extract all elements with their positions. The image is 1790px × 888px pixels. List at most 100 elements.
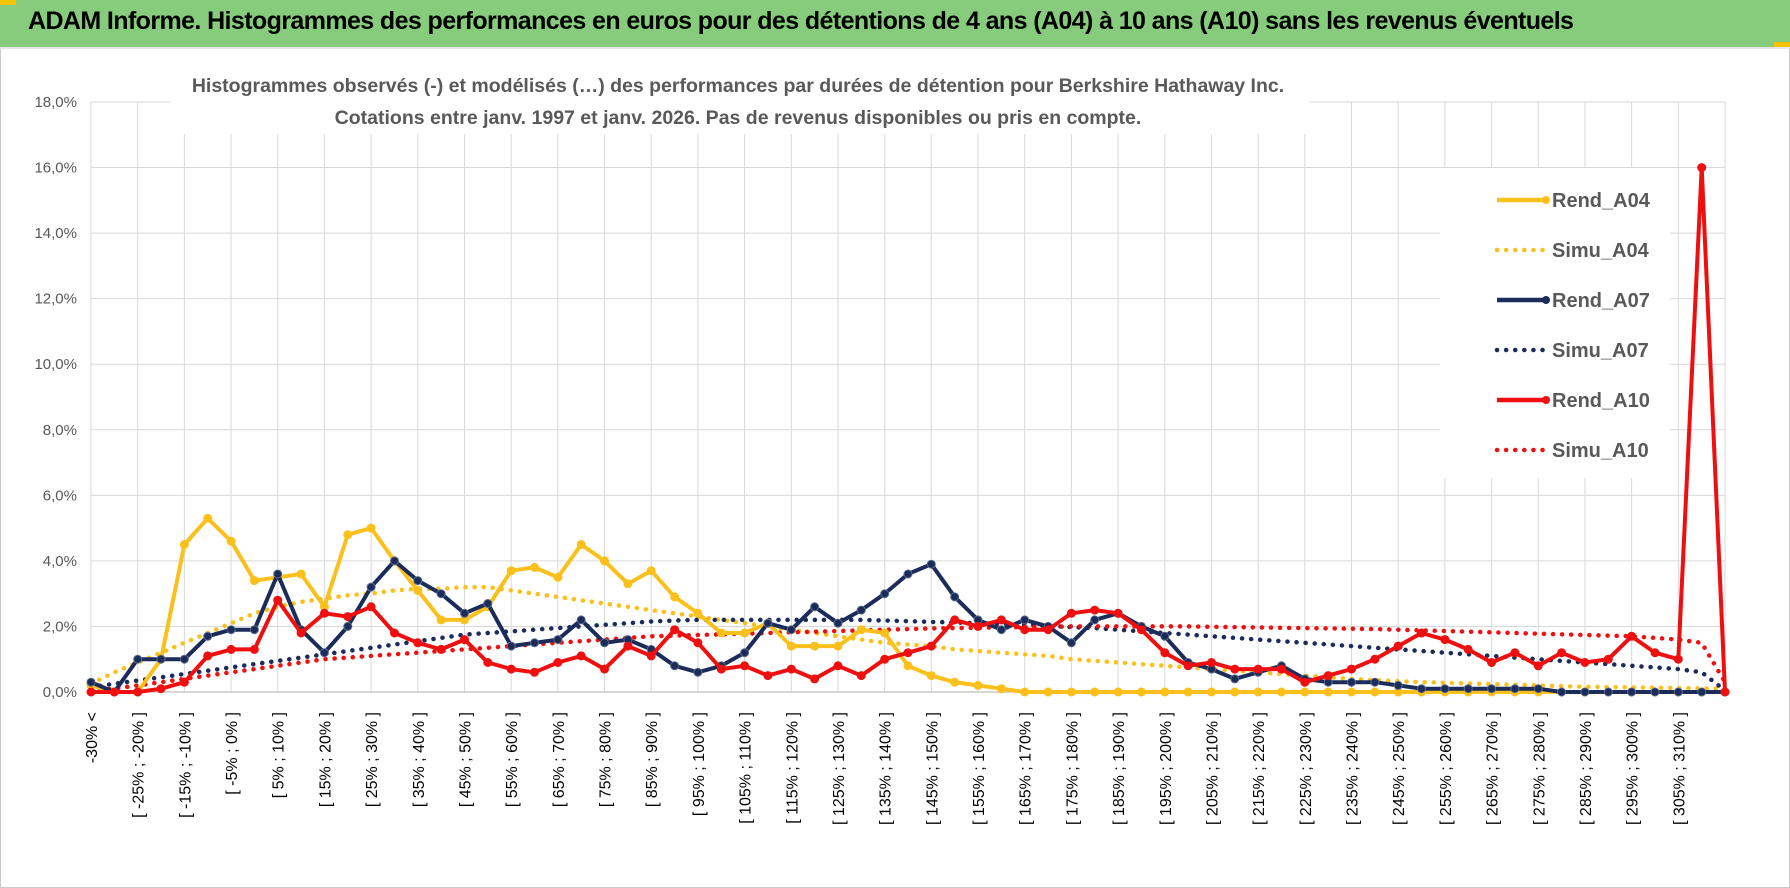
x-tick-label: -30% < bbox=[84, 712, 101, 763]
data-point bbox=[296, 569, 306, 579]
data-point bbox=[1020, 615, 1030, 625]
data-point bbox=[903, 661, 913, 671]
data-point bbox=[810, 602, 820, 612]
data-point bbox=[1347, 677, 1356, 687]
x-tick-label: [ 215% ; 220% ] bbox=[1251, 712, 1268, 825]
data-point bbox=[996, 625, 1006, 635]
data-point bbox=[1580, 687, 1590, 697]
data-point bbox=[436, 615, 446, 625]
series-simu_a04 bbox=[88, 584, 1728, 691]
data-point bbox=[390, 628, 399, 638]
x-tick-label: [ 5% ; 10% ] bbox=[271, 712, 288, 798]
x-tick-label: [ 35% ; 40% ] bbox=[411, 712, 428, 807]
data-point bbox=[1043, 687, 1053, 697]
data-point bbox=[623, 579, 633, 589]
x-tick-label: [ 45% ; 50% ] bbox=[457, 712, 474, 807]
data-point bbox=[226, 536, 236, 546]
legend-label: Simu_A10 bbox=[1552, 440, 1649, 462]
data-point bbox=[1090, 687, 1100, 697]
data-point bbox=[343, 530, 353, 540]
x-tick-label: [ 75% ; 80% ] bbox=[598, 712, 615, 807]
data-point bbox=[623, 641, 633, 651]
data-point bbox=[203, 631, 213, 641]
data-point bbox=[856, 625, 866, 635]
legend-marker bbox=[1542, 396, 1550, 404]
x-tick-label: [ 195% ; 200% ] bbox=[1158, 712, 1175, 825]
data-point bbox=[249, 576, 259, 586]
data-point bbox=[1136, 687, 1146, 697]
data-point bbox=[1183, 687, 1193, 697]
data-point bbox=[483, 658, 493, 667]
data-point bbox=[833, 641, 843, 651]
data-point bbox=[1347, 664, 1356, 674]
legend-item-rend_a04: Rend_A04 bbox=[1497, 190, 1651, 212]
x-tick-label: [ 155% ; 160% ] bbox=[971, 712, 988, 825]
x-tick-label: [ 65% ; 70% ] bbox=[551, 712, 568, 807]
data-point bbox=[670, 592, 680, 602]
data-point bbox=[1673, 654, 1683, 664]
series-layer bbox=[86, 163, 1730, 697]
data-point bbox=[249, 644, 259, 654]
data-point bbox=[1277, 664, 1286, 674]
legend-marker bbox=[1542, 196, 1550, 204]
data-point bbox=[1650, 687, 1660, 697]
data-point bbox=[1136, 625, 1146, 635]
y-tick-label: 16,0% bbox=[34, 160, 77, 177]
data-point bbox=[880, 654, 890, 664]
data-point bbox=[880, 628, 890, 638]
x-tick-label: [ 285% ; 290% ] bbox=[1578, 712, 1595, 825]
data-point bbox=[833, 618, 843, 628]
y-tick-label: 6,0% bbox=[43, 487, 77, 504]
chart-title-background bbox=[170, 64, 1310, 134]
data-point bbox=[903, 569, 913, 579]
x-tick-label: [ 55% ; 60% ] bbox=[504, 712, 521, 807]
data-point bbox=[179, 677, 189, 687]
data-point bbox=[950, 615, 960, 625]
data-point bbox=[1043, 625, 1053, 635]
x-tick-label: [ 95% ; 100% ] bbox=[691, 712, 708, 816]
data-point bbox=[1066, 638, 1076, 648]
data-point bbox=[343, 621, 353, 631]
data-point bbox=[1370, 677, 1380, 687]
data-point bbox=[1580, 658, 1590, 667]
series-simu_a07 bbox=[88, 617, 1728, 693]
data-point bbox=[1417, 684, 1426, 694]
data-point bbox=[1323, 671, 1333, 681]
legend-label: Simu_A04 bbox=[1552, 240, 1650, 262]
gridlines bbox=[90, 101, 1726, 693]
data-point bbox=[413, 576, 423, 586]
corner-accent-right bbox=[1774, 42, 1790, 47]
data-point bbox=[133, 654, 143, 664]
data-point bbox=[249, 625, 259, 635]
legend-item-simu_a07: Simu_A07 bbox=[1494, 340, 1649, 362]
data-point bbox=[1673, 687, 1683, 697]
data-point bbox=[1393, 680, 1403, 690]
series-line bbox=[88, 584, 1728, 691]
data-point bbox=[833, 661, 843, 671]
data-point bbox=[1160, 631, 1170, 641]
x-tick-label: [ 85% ; 90% ] bbox=[644, 712, 661, 807]
data-point bbox=[1066, 687, 1076, 697]
data-point bbox=[763, 671, 773, 681]
data-point bbox=[530, 667, 539, 677]
data-point bbox=[1697, 163, 1707, 173]
data-point bbox=[1720, 687, 1730, 697]
data-point bbox=[506, 566, 516, 576]
x-tick-label: [ 125% ; 130% ] bbox=[831, 712, 848, 825]
data-point bbox=[1113, 687, 1123, 697]
data-point bbox=[1160, 648, 1170, 658]
data-point bbox=[460, 635, 469, 645]
data-point bbox=[203, 513, 213, 523]
data-point bbox=[1697, 687, 1707, 697]
data-point bbox=[553, 572, 563, 582]
legend-label: Rend_A10 bbox=[1552, 390, 1650, 412]
x-tick-label: [ 15% ; 20% ] bbox=[317, 712, 334, 807]
x-tick-label: [ 295% ; 300% ] bbox=[1625, 712, 1642, 825]
y-tick-label: 18,0% bbox=[34, 94, 77, 111]
data-point bbox=[413, 585, 423, 595]
data-point bbox=[296, 628, 306, 638]
legend-item-rend_a10: Rend_A10 bbox=[1497, 390, 1650, 412]
data-point bbox=[1300, 687, 1310, 697]
data-point bbox=[179, 540, 189, 549]
